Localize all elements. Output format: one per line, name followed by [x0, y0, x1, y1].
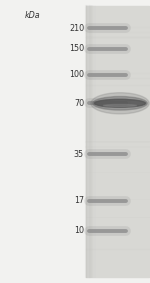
Text: 100: 100 — [69, 70, 84, 80]
Ellipse shape — [94, 99, 146, 107]
Text: 210: 210 — [69, 24, 84, 33]
Bar — [86, 6, 148, 277]
Text: 150: 150 — [69, 44, 84, 53]
Text: 35: 35 — [74, 150, 84, 159]
Ellipse shape — [93, 97, 147, 110]
Text: 70: 70 — [74, 99, 84, 108]
Text: kDa: kDa — [25, 11, 41, 20]
Ellipse shape — [91, 93, 149, 114]
Text: 10: 10 — [74, 226, 84, 235]
Ellipse shape — [103, 104, 137, 107]
Text: 17: 17 — [74, 196, 84, 205]
